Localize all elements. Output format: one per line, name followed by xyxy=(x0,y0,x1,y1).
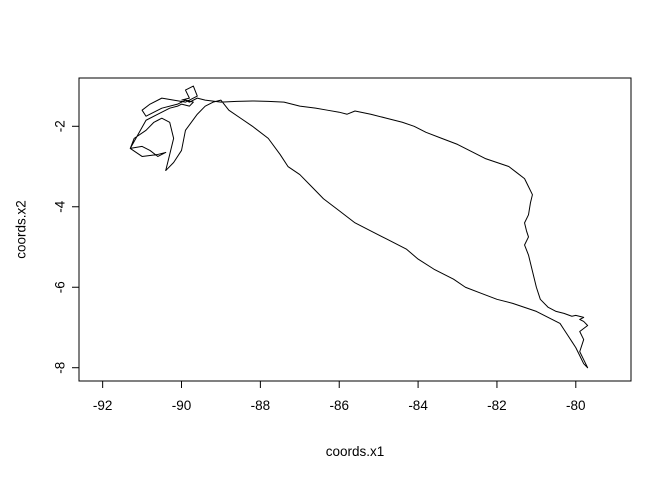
series-line-0 xyxy=(129,85,589,369)
x-tick-label: -80 xyxy=(566,398,586,413)
x-tick-label: -90 xyxy=(172,398,192,413)
series-layer xyxy=(129,85,589,369)
x-tick-label: -88 xyxy=(251,398,271,413)
x-tick-label: -86 xyxy=(329,398,349,413)
x-tick-label: -92 xyxy=(93,398,113,413)
y-tick-label: -8 xyxy=(53,362,68,374)
x-axis-label: coords.x1 xyxy=(326,444,385,459)
y-tick-label: -6 xyxy=(53,281,68,293)
y-tick-label: -2 xyxy=(53,120,68,132)
x-tick-label: -82 xyxy=(487,398,507,413)
x-tick-label: -84 xyxy=(408,398,428,413)
y-axis-label: coords.x2 xyxy=(14,200,29,259)
x-axis: -92 -90 -88 -86 -84 -82 -80 xyxy=(93,380,586,413)
y-axis: -8 -6 -4 -2 xyxy=(53,120,80,374)
y-tick-label: -4 xyxy=(53,200,68,212)
